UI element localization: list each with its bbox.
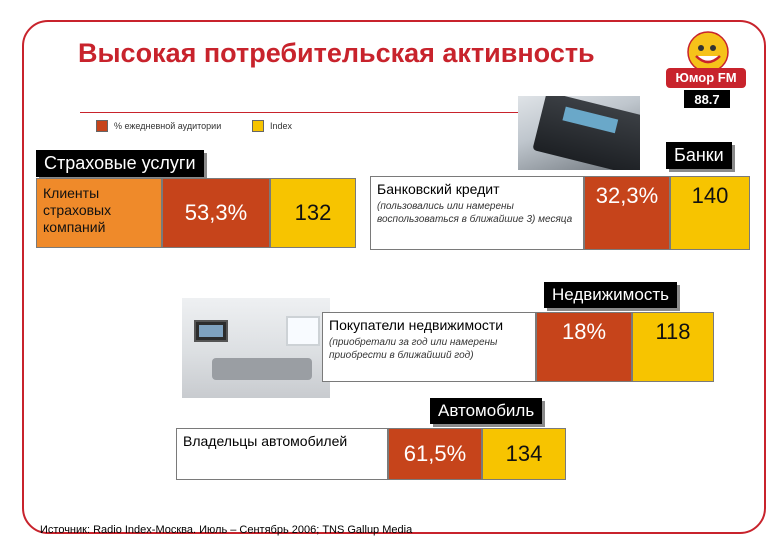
real-estate-sublabel: (приобретали за год или намерены приобре…: [329, 337, 498, 361]
legend-swatch-red: [96, 120, 108, 132]
insurance-label-cell: Клиенты страховых компаний: [36, 178, 162, 248]
auto-label-cell: Владельцы автомобилей: [176, 428, 388, 480]
insurance-index: 132: [294, 200, 332, 225]
real-estate-percent-cell: 18%: [536, 312, 632, 382]
auto-label: Владельцы автомобилей: [183, 433, 348, 449]
banks-label: Банковский кредит: [377, 181, 500, 197]
yumor-fm-logo: Юмор FM 88.7: [666, 31, 746, 108]
living-room-photo: [182, 298, 330, 398]
banks-heading: Банки: [666, 142, 732, 169]
real-estate-percent: 18%: [561, 319, 607, 344]
banks-index: 140: [691, 183, 729, 208]
real-estate-label-cell: Покупатели недвижимости (приобретали за …: [322, 312, 536, 382]
legend-swatch-yellow: [252, 120, 264, 132]
banks-percent: 32,3%: [595, 183, 659, 208]
insurance-percent: 53,3%: [184, 200, 248, 225]
legend-label: Index: [270, 121, 293, 131]
logo-brand: Юмор FM: [675, 70, 736, 85]
logo-frequency: 88.7: [694, 92, 719, 107]
auto-percent-cell: 61,5%: [388, 428, 482, 480]
banks-index-cell: 140: [670, 176, 750, 250]
bank-terminal-photo: [518, 96, 640, 170]
real-estate-heading: Недвижимость: [544, 282, 677, 308]
legend-item-index: Index: [252, 120, 292, 132]
legend-item-percent: % ежедневной аудитории: [96, 120, 221, 132]
banks-label-cell: Банковский кредит (пользовались или наме…: [370, 176, 584, 250]
title-divider: [80, 112, 520, 113]
insurance-label: Клиенты страховых компаний: [43, 185, 112, 235]
auto-index-cell: 134: [482, 428, 566, 480]
banks-sublabel: (пользовались или намерены воспользовать…: [377, 201, 573, 225]
insurance-heading: Страховые услуги: [36, 150, 204, 177]
insurance-index-cell: 132: [270, 178, 356, 248]
real-estate-label: Покупатели недвижимости: [329, 317, 504, 333]
real-estate-index: 118: [655, 319, 691, 344]
banks-percent-cell: 32,3%: [584, 176, 670, 250]
source-note: Источник: Radio Index-Москва. Июль – Сен…: [40, 524, 413, 536]
auto-percent: 61,5%: [403, 441, 467, 466]
real-estate-index-cell: 118: [632, 312, 714, 382]
slide-title: Высокая потребительская активность: [78, 38, 595, 68]
auto-heading: Автомобиль: [430, 398, 543, 424]
auto-index: 134: [505, 441, 543, 466]
legend-label: % ежедневной аудитории: [114, 121, 222, 131]
slide-frame: [22, 20, 766, 534]
insurance-percent-cell: 53,3%: [162, 178, 270, 248]
